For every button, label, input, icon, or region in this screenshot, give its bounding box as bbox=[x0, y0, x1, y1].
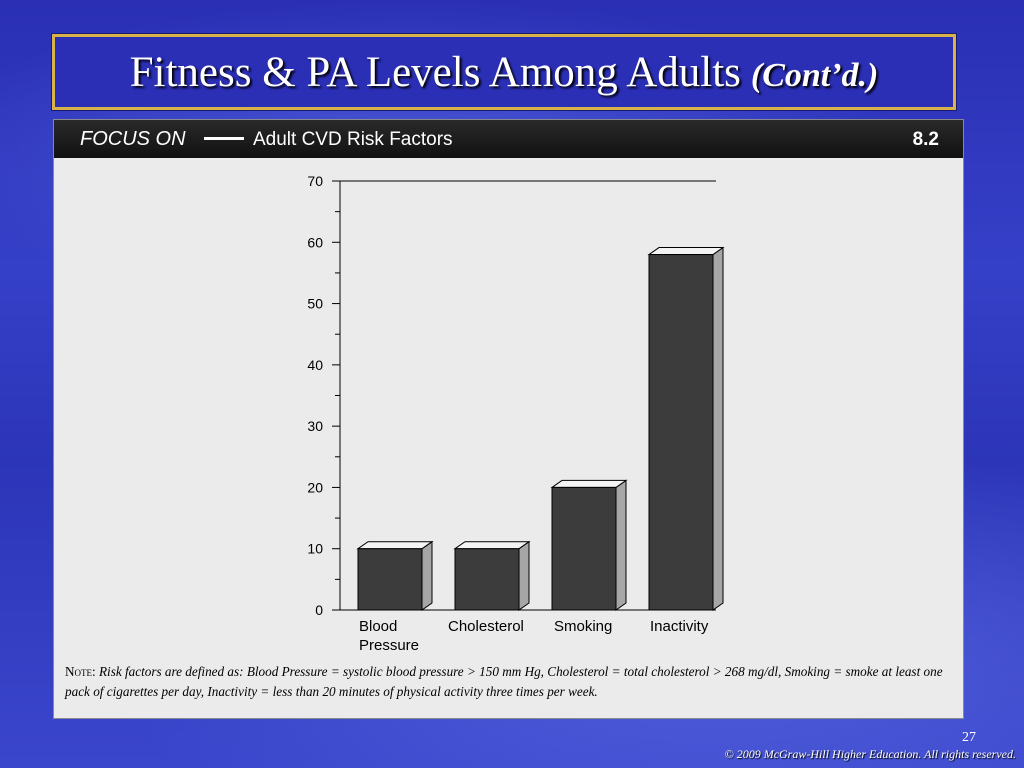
figure-panel: FOCUS ON Adult CVD Risk Factors 8.2 0 10 2… bbox=[53, 119, 964, 719]
y-tick-label: 40 bbox=[307, 357, 323, 373]
y-tick-label: 10 bbox=[307, 541, 323, 557]
bar-chart: 0 10 20 30 40 50 60 70 Blood Pressure Cholesterol S… bbox=[307, 173, 725, 654]
x-tick-label: Cholesterol bbox=[448, 618, 524, 635]
slide-title-box: Fitness & PA Levels Among Adults (Cont’d.… bbox=[51, 33, 957, 111]
focus-on-label: FOCUS ON bbox=[80, 128, 186, 150]
focus-on-divider bbox=[204, 137, 244, 140]
y-tick-label: 0 bbox=[315, 602, 323, 618]
bar-top bbox=[453, 541, 531, 550]
x-tick-label: Blood bbox=[359, 618, 397, 635]
panel-number: 8.2 bbox=[912, 129, 939, 150]
bar bbox=[648, 254, 714, 611]
copyright-notice: © 2009 McGraw-Hill Higher Education. All… bbox=[724, 747, 1016, 761]
note-label: Note: bbox=[65, 664, 96, 679]
y-tick-label: 60 bbox=[307, 234, 323, 250]
y-tick-label: 70 bbox=[307, 173, 323, 189]
bar bbox=[454, 548, 520, 611]
figure-note: Note: Risk factors are defined as: Blood… bbox=[65, 662, 953, 702]
note-text: Risk factors are defined as: Blood Press… bbox=[65, 664, 943, 699]
bar-top bbox=[647, 247, 725, 256]
bar bbox=[551, 486, 617, 611]
bar-side bbox=[615, 479, 627, 611]
x-tick-label: Inactivity bbox=[650, 618, 709, 635]
y-tick-label: 30 bbox=[307, 418, 323, 434]
bar-top bbox=[550, 479, 628, 488]
slide-title-suffix: (Cont’d.) bbox=[750, 56, 879, 94]
bar bbox=[357, 548, 423, 611]
bar-side bbox=[421, 540, 433, 611]
x-tick-label: Smoking bbox=[554, 618, 612, 635]
bar-side bbox=[712, 246, 724, 611]
bar-top bbox=[356, 541, 434, 550]
page-number: 27 bbox=[962, 730, 976, 745]
slide-title-main: Fitness & PA Levels Among Adults bbox=[129, 48, 741, 96]
slide-title: Fitness & PA Levels Among Adults (Cont’d.… bbox=[130, 48, 879, 97]
panel-heading: Adult CVD Risk Factors bbox=[253, 129, 453, 150]
y-tick-label: 50 bbox=[307, 296, 323, 312]
y-tick-label: 20 bbox=[307, 479, 323, 495]
panel-header: FOCUS ON Adult CVD Risk Factors 8.2 bbox=[54, 120, 963, 158]
bar-side bbox=[518, 540, 530, 611]
x-tick-label: Pressure bbox=[359, 637, 419, 654]
